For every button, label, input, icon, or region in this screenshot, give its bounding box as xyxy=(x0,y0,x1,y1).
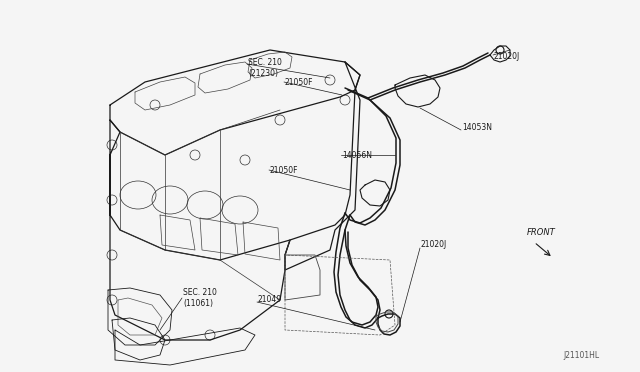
Text: 14056N: 14056N xyxy=(342,151,372,160)
Text: 14053N: 14053N xyxy=(462,122,492,131)
Text: 21020J: 21020J xyxy=(421,240,447,248)
Text: 21050F: 21050F xyxy=(270,166,298,174)
Text: FRONT: FRONT xyxy=(527,228,556,237)
Text: J21101HL: J21101HL xyxy=(564,350,600,359)
Text: SEC. 210
(11061): SEC. 210 (11061) xyxy=(183,288,217,308)
Text: 21049: 21049 xyxy=(258,295,282,305)
Text: SEC. 210
(21230): SEC. 210 (21230) xyxy=(248,58,282,78)
Text: 21050F: 21050F xyxy=(285,77,314,87)
Text: 21020J: 21020J xyxy=(494,51,520,61)
